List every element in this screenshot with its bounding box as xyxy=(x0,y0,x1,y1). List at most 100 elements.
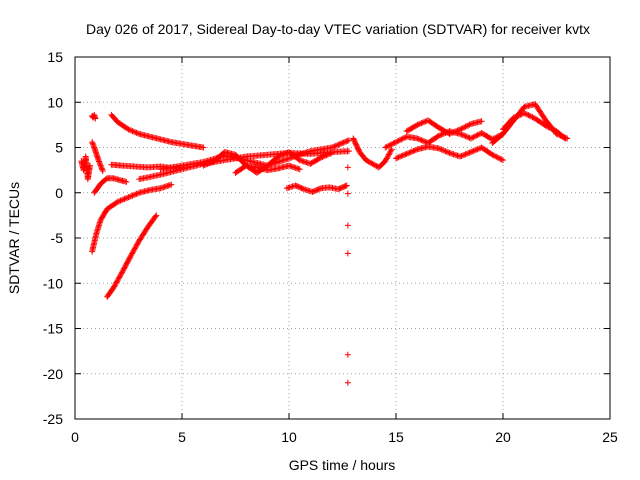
data-point-marker xyxy=(92,115,99,122)
data-point-marker xyxy=(415,121,422,128)
data-point-marker xyxy=(459,125,466,132)
data-point-marker xyxy=(514,112,521,119)
data-point-marker xyxy=(386,150,393,157)
data-point-marker xyxy=(336,141,343,148)
data-point-marker xyxy=(461,132,468,139)
series-arc-15 xyxy=(350,135,395,171)
data-point-marker xyxy=(366,159,373,166)
data-point-marker xyxy=(383,155,390,162)
data-point-marker xyxy=(117,271,124,278)
data-point-marker xyxy=(398,136,405,143)
data-point-marker xyxy=(324,151,331,158)
data-point-marker xyxy=(332,142,339,149)
data-point-marker xyxy=(125,126,132,133)
y-tick-label: 15 xyxy=(47,49,63,65)
data-point-marker xyxy=(132,129,139,136)
data-point-marker xyxy=(345,148,352,155)
data-point-marker xyxy=(280,151,287,158)
data-point-marker xyxy=(119,268,126,275)
data-point-marker xyxy=(318,154,325,161)
data-point-marker xyxy=(455,126,462,133)
data-point-marker xyxy=(449,129,456,136)
y-tick-label: -15 xyxy=(43,321,63,337)
data-point-marker xyxy=(418,137,425,144)
data-point-marker xyxy=(344,222,351,229)
data-point-marker xyxy=(383,143,390,150)
data-point-marker xyxy=(512,114,519,121)
data-point-marker xyxy=(386,142,393,149)
data-point-marker xyxy=(469,148,476,155)
data-point-marker xyxy=(295,156,302,163)
data-point-marker xyxy=(394,138,401,145)
data-point-marker xyxy=(394,154,401,161)
data-point-marker xyxy=(344,351,351,358)
data-point-marker xyxy=(463,123,470,130)
data-point-marker xyxy=(204,160,211,167)
data-point-marker xyxy=(97,162,104,169)
x-tick-label: 0 xyxy=(71,429,79,445)
data-point-marker xyxy=(390,140,397,147)
data-point-marker xyxy=(488,150,495,157)
data-point-marker xyxy=(489,151,496,158)
data-point-marker xyxy=(454,127,461,134)
data-point-marker xyxy=(462,123,469,130)
data-point-marker xyxy=(524,111,531,118)
data-point-marker xyxy=(122,195,129,202)
data-point-marker xyxy=(276,152,283,159)
data-point-marker xyxy=(364,157,371,164)
data-point-marker xyxy=(134,241,141,248)
data-point-marker xyxy=(124,194,131,201)
data-point-marker xyxy=(89,139,96,146)
data-point-marker xyxy=(405,150,412,157)
data-point-marker xyxy=(111,282,118,289)
data-point-marker xyxy=(471,133,478,140)
x-tick-label: 15 xyxy=(388,429,404,445)
data-point-marker xyxy=(328,149,335,156)
data-point-marker xyxy=(343,182,350,189)
data-point-marker xyxy=(407,149,414,156)
data-point-marker xyxy=(207,159,214,166)
data-point-marker xyxy=(118,197,125,204)
data-point-marker xyxy=(470,134,477,141)
data-point-marker xyxy=(445,149,452,156)
data-point-marker xyxy=(208,159,215,166)
y-tick-label: 5 xyxy=(55,140,63,156)
data-point-marker xyxy=(369,160,376,167)
series-arc-12 xyxy=(232,162,303,176)
data-point-marker xyxy=(549,126,556,133)
data-point-marker xyxy=(316,155,323,162)
data-point-marker xyxy=(365,158,372,165)
data-point-marker xyxy=(413,146,420,153)
x-axis-title: GPS time / hours xyxy=(289,457,396,473)
data-point-marker xyxy=(413,122,420,129)
data-point-marker xyxy=(458,131,465,138)
data-point-marker xyxy=(322,152,329,159)
data-point-marker xyxy=(409,148,416,155)
data-point-marker xyxy=(382,144,389,151)
series-arc-5 xyxy=(89,181,175,255)
data-point-marker xyxy=(528,113,535,120)
data-point-marker xyxy=(421,138,428,145)
data-point-marker xyxy=(125,194,132,201)
data-point-marker xyxy=(86,162,93,169)
data-point-marker xyxy=(116,273,123,280)
data-point-marker xyxy=(114,278,121,285)
data-point-marker xyxy=(467,149,474,156)
data-point-marker xyxy=(510,114,517,121)
data-point-marker xyxy=(473,132,480,139)
data-point-marker xyxy=(99,168,106,175)
data-point-marker xyxy=(116,198,123,205)
data-point-marker xyxy=(458,125,465,132)
data-point-marker xyxy=(363,157,370,164)
data-point-marker xyxy=(450,129,457,136)
data-point-marker xyxy=(121,265,128,272)
data-point-marker xyxy=(459,152,466,159)
data-point-marker xyxy=(130,192,137,199)
data-point-marker xyxy=(459,132,466,139)
data-point-marker xyxy=(99,166,106,173)
data-point-marker xyxy=(114,198,121,205)
data-point-marker xyxy=(401,151,408,158)
data-point-marker xyxy=(497,155,504,162)
series-arc-14 xyxy=(344,164,351,386)
data-point-marker xyxy=(134,130,141,137)
